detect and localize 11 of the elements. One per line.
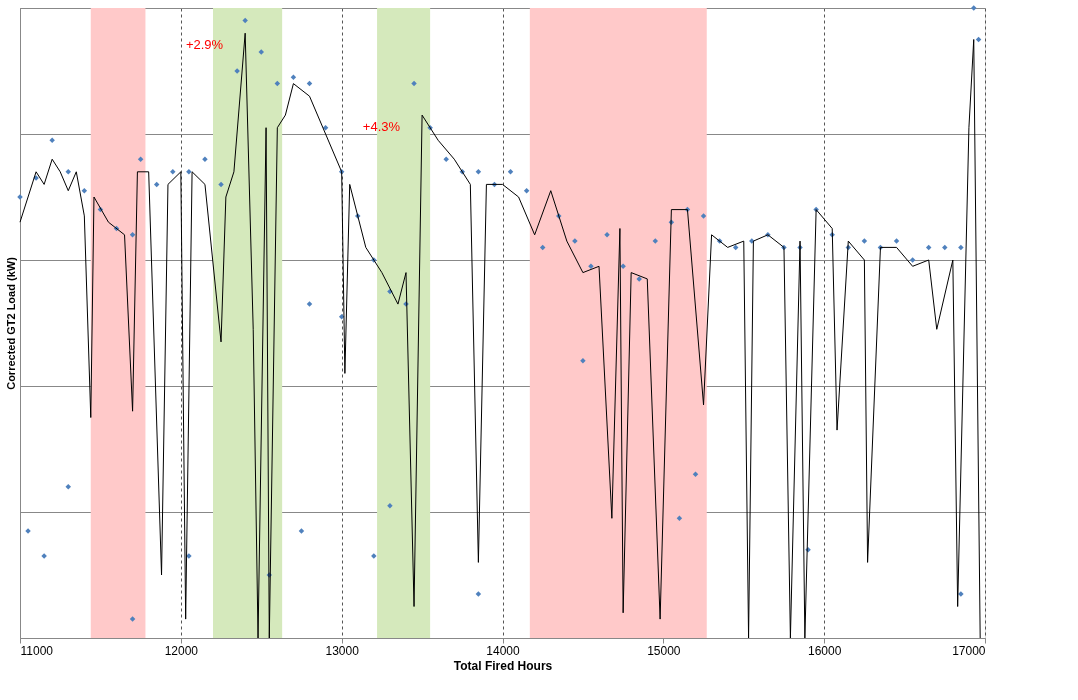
x-tick-label: 15000 [647,643,681,658]
y-axis-title: Corrected GT2 Load (kW) [4,256,17,390]
x-tick-label: 11000 [20,643,54,658]
x-tick-label: 17000 [952,643,986,658]
x-tick-label: 12000 [164,643,199,658]
x-axis-title: Total Fired Hours [453,658,553,673]
x-tick-label: 16000 [807,643,842,658]
annotation: +2.9% [185,37,224,53]
x-tick-label: 13000 [325,643,360,658]
annotation: +4.3% [362,119,401,135]
x-tick-label: 14000 [486,643,521,658]
